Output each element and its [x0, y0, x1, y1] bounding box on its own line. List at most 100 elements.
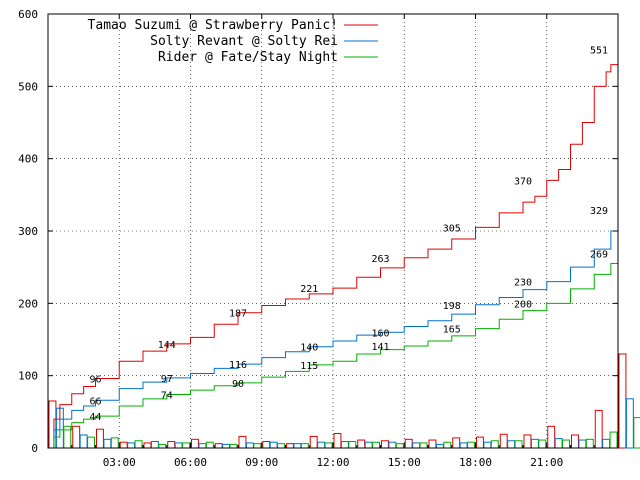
series-line: [48, 253, 619, 449]
x-tick-label: 03:00: [103, 456, 136, 469]
hourly-bar: [554, 438, 563, 449]
hourly-bar: [395, 443, 404, 449]
x-tick-label: 09:00: [245, 456, 278, 469]
data-label: 370: [514, 176, 532, 187]
hourly-bar: [191, 438, 199, 449]
data-label: 551: [590, 45, 608, 56]
hourly-bar: [499, 433, 508, 449]
hourly-bar: [547, 425, 556, 449]
hourly-bar: [372, 441, 381, 449]
axis-layer: 0 100 200 300 400 500 600 03:00 06:00 09:00 12:00 1…: [18, 8, 618, 469]
hourly-bar: [262, 440, 271, 449]
hourly-bar: [412, 442, 421, 449]
data-label: 221: [300, 284, 318, 295]
hourly-bar: [182, 442, 190, 449]
hourly-bar: [119, 441, 128, 449]
hourly-bar: [167, 440, 176, 449]
hourly-bar: [625, 398, 634, 449]
data-label: 74: [161, 390, 173, 401]
hourly-bar: [594, 409, 603, 449]
hourly-bar: [435, 443, 444, 449]
hourly-bar: [324, 442, 333, 449]
hourly-bar: [277, 443, 286, 449]
hourly-bar: [633, 417, 640, 449]
hourly-bar: [530, 438, 539, 449]
data-label: 165: [443, 325, 461, 336]
hourly-bar: [514, 440, 523, 449]
hourly-bar: [483, 441, 492, 449]
data-label: 66: [89, 396, 101, 407]
legend: Tamao Suzumi @ Strawberry Panic!Solty Re…: [88, 18, 378, 65]
hourly-bar: [602, 438, 611, 449]
hourly-bar: [381, 440, 389, 449]
hourly-bar: [238, 435, 247, 449]
hourly-bar: [198, 443, 207, 449]
hourly-bar: [507, 440, 516, 449]
series-line: [48, 210, 619, 449]
hourly-bar: [127, 442, 136, 449]
hourly-bar: [443, 441, 452, 449]
data-label: 269: [590, 249, 608, 260]
legend-label: Rider @ Fate/Stay Night: [158, 50, 338, 65]
hourly-bar: [490, 440, 499, 449]
hourly-bar: [134, 440, 143, 449]
hourly-bar: [110, 437, 119, 449]
hourly-bar: [585, 438, 594, 449]
hourly-bar: [333, 433, 342, 449]
hourly-bar: [300, 443, 309, 449]
hourly-bar: [419, 442, 428, 449]
data-label: 230: [514, 278, 532, 289]
hourly-bar: [452, 437, 461, 449]
data-label: 96: [89, 375, 101, 386]
hourly-bar: [467, 441, 476, 449]
hourly-bar: [348, 440, 357, 449]
bar-layer: [48, 353, 640, 449]
hourly-bar: [96, 428, 104, 449]
hourly-bar: [143, 442, 152, 449]
hourly-bar: [174, 442, 183, 449]
hourly-bar: [222, 443, 231, 449]
legend-label: Solty Revant @ Solty Rei: [150, 34, 338, 49]
hourly-bar: [428, 439, 437, 449]
data-label: 198: [443, 301, 461, 312]
hourly-bar: [150, 440, 159, 449]
hourly-bar: [269, 441, 278, 449]
y-tick-label: 400: [18, 153, 38, 166]
data-label: 44: [89, 412, 101, 423]
hourly-bar: [229, 443, 238, 449]
y-tick-label: 300: [18, 225, 38, 238]
x-tick-label: 06:00: [174, 456, 207, 469]
hourly-bar: [293, 443, 302, 449]
series-line: [48, 49, 619, 449]
data-label-layer: 96 144 187 221 263 305 370 551 66 97 116 140 160 198 2…: [89, 45, 608, 423]
data-label: 97: [161, 374, 173, 385]
y-tick-label: 100: [18, 370, 38, 383]
hourly-bar: [459, 442, 468, 449]
data-label: 187: [229, 309, 247, 320]
hourly-bar: [404, 438, 413, 449]
hourly-bar: [317, 441, 326, 449]
hourly-bar: [253, 443, 262, 449]
y-tick-label: 0: [31, 442, 38, 455]
hourly-bar: [364, 441, 373, 449]
data-label: 263: [371, 254, 389, 265]
chart-grid: [48, 14, 618, 448]
data-label: 116: [229, 360, 247, 371]
hourly-bar: [357, 439, 366, 449]
hourly-bar: [103, 438, 112, 449]
data-label: 90: [232, 379, 244, 390]
x-tick-label: 18:00: [459, 456, 492, 469]
hourly-bar: [340, 440, 349, 449]
hourly-bar: [476, 436, 484, 449]
hourly-bar: [578, 439, 587, 449]
data-label: 140: [300, 343, 318, 354]
hourly-bar: [571, 434, 579, 449]
hourly-bar: [538, 439, 547, 449]
y-tick-label: 600: [18, 8, 38, 21]
hourly-bar: [309, 435, 318, 449]
hourly-bar: [245, 442, 254, 449]
hourly-bar: [158, 443, 167, 449]
hourly-bar: [214, 443, 223, 449]
hourly-bar: [72, 425, 81, 449]
data-label: 141: [371, 342, 389, 353]
